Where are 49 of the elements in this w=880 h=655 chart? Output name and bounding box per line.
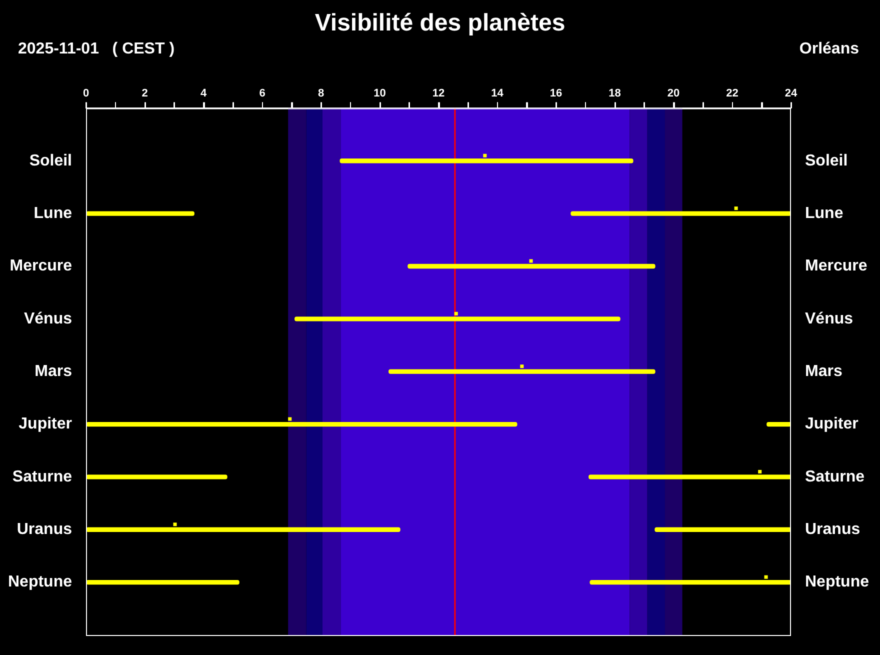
x-tick-label: 14 xyxy=(491,88,504,100)
text: Orléans xyxy=(799,40,860,58)
point xyxy=(288,417,292,421)
y-tick-label: Uranus xyxy=(805,521,860,538)
category-label: Uranus xyxy=(16,521,72,538)
category-label: Mercure xyxy=(10,258,72,275)
x-tick-label: 6 xyxy=(259,88,266,100)
point xyxy=(529,259,533,263)
x-tick-label: 0 xyxy=(82,88,90,100)
x-tick-label: 18 xyxy=(608,88,621,100)
y-tick-label: Lune xyxy=(805,204,844,222)
category-label: Jupiter xyxy=(18,416,72,433)
bar xyxy=(86,211,194,216)
category-label: Lune xyxy=(34,204,72,222)
point xyxy=(520,364,524,368)
x-tick-label: 10 xyxy=(374,88,386,100)
x-tick-label: 2 xyxy=(142,88,148,100)
x-tick-label: 12 xyxy=(432,88,445,100)
x-tick-label: 22 xyxy=(726,88,738,100)
y-tick-label: Soleil xyxy=(805,152,848,170)
y-tick-label: Saturne xyxy=(805,468,865,486)
x-tick-label: 20 xyxy=(667,88,680,100)
category-label: Mars xyxy=(34,363,72,380)
bar xyxy=(654,527,791,532)
x-tick-label: 8 xyxy=(318,88,324,100)
y-tick-label: Mars xyxy=(805,363,842,380)
y-tick-label: Mercure xyxy=(805,258,868,275)
y-tick-label: Jupiter xyxy=(805,416,858,433)
y-tick-label: Neptune xyxy=(805,574,870,591)
bar xyxy=(86,580,240,585)
x-tick-label: 4 xyxy=(200,88,208,100)
point xyxy=(173,522,177,526)
category-label: Saturne xyxy=(12,468,72,486)
point xyxy=(764,575,768,579)
bar xyxy=(766,422,791,427)
point xyxy=(454,312,458,316)
y-tick-label: Vénus xyxy=(805,310,854,328)
point xyxy=(483,154,487,158)
bar xyxy=(590,580,791,585)
chart-title: Visibilité des planètes xyxy=(314,10,566,37)
point xyxy=(734,206,738,210)
point xyxy=(758,470,762,474)
category-label: Soleil xyxy=(29,152,72,170)
bar xyxy=(86,474,228,480)
text: 2025-11-01 ( CEST ) xyxy=(18,40,175,58)
x-tick-label: 16 xyxy=(550,88,562,100)
x-tick-label: 24 xyxy=(784,88,798,100)
category-label: Vénus xyxy=(24,310,72,328)
category-label: Neptune xyxy=(8,574,72,591)
